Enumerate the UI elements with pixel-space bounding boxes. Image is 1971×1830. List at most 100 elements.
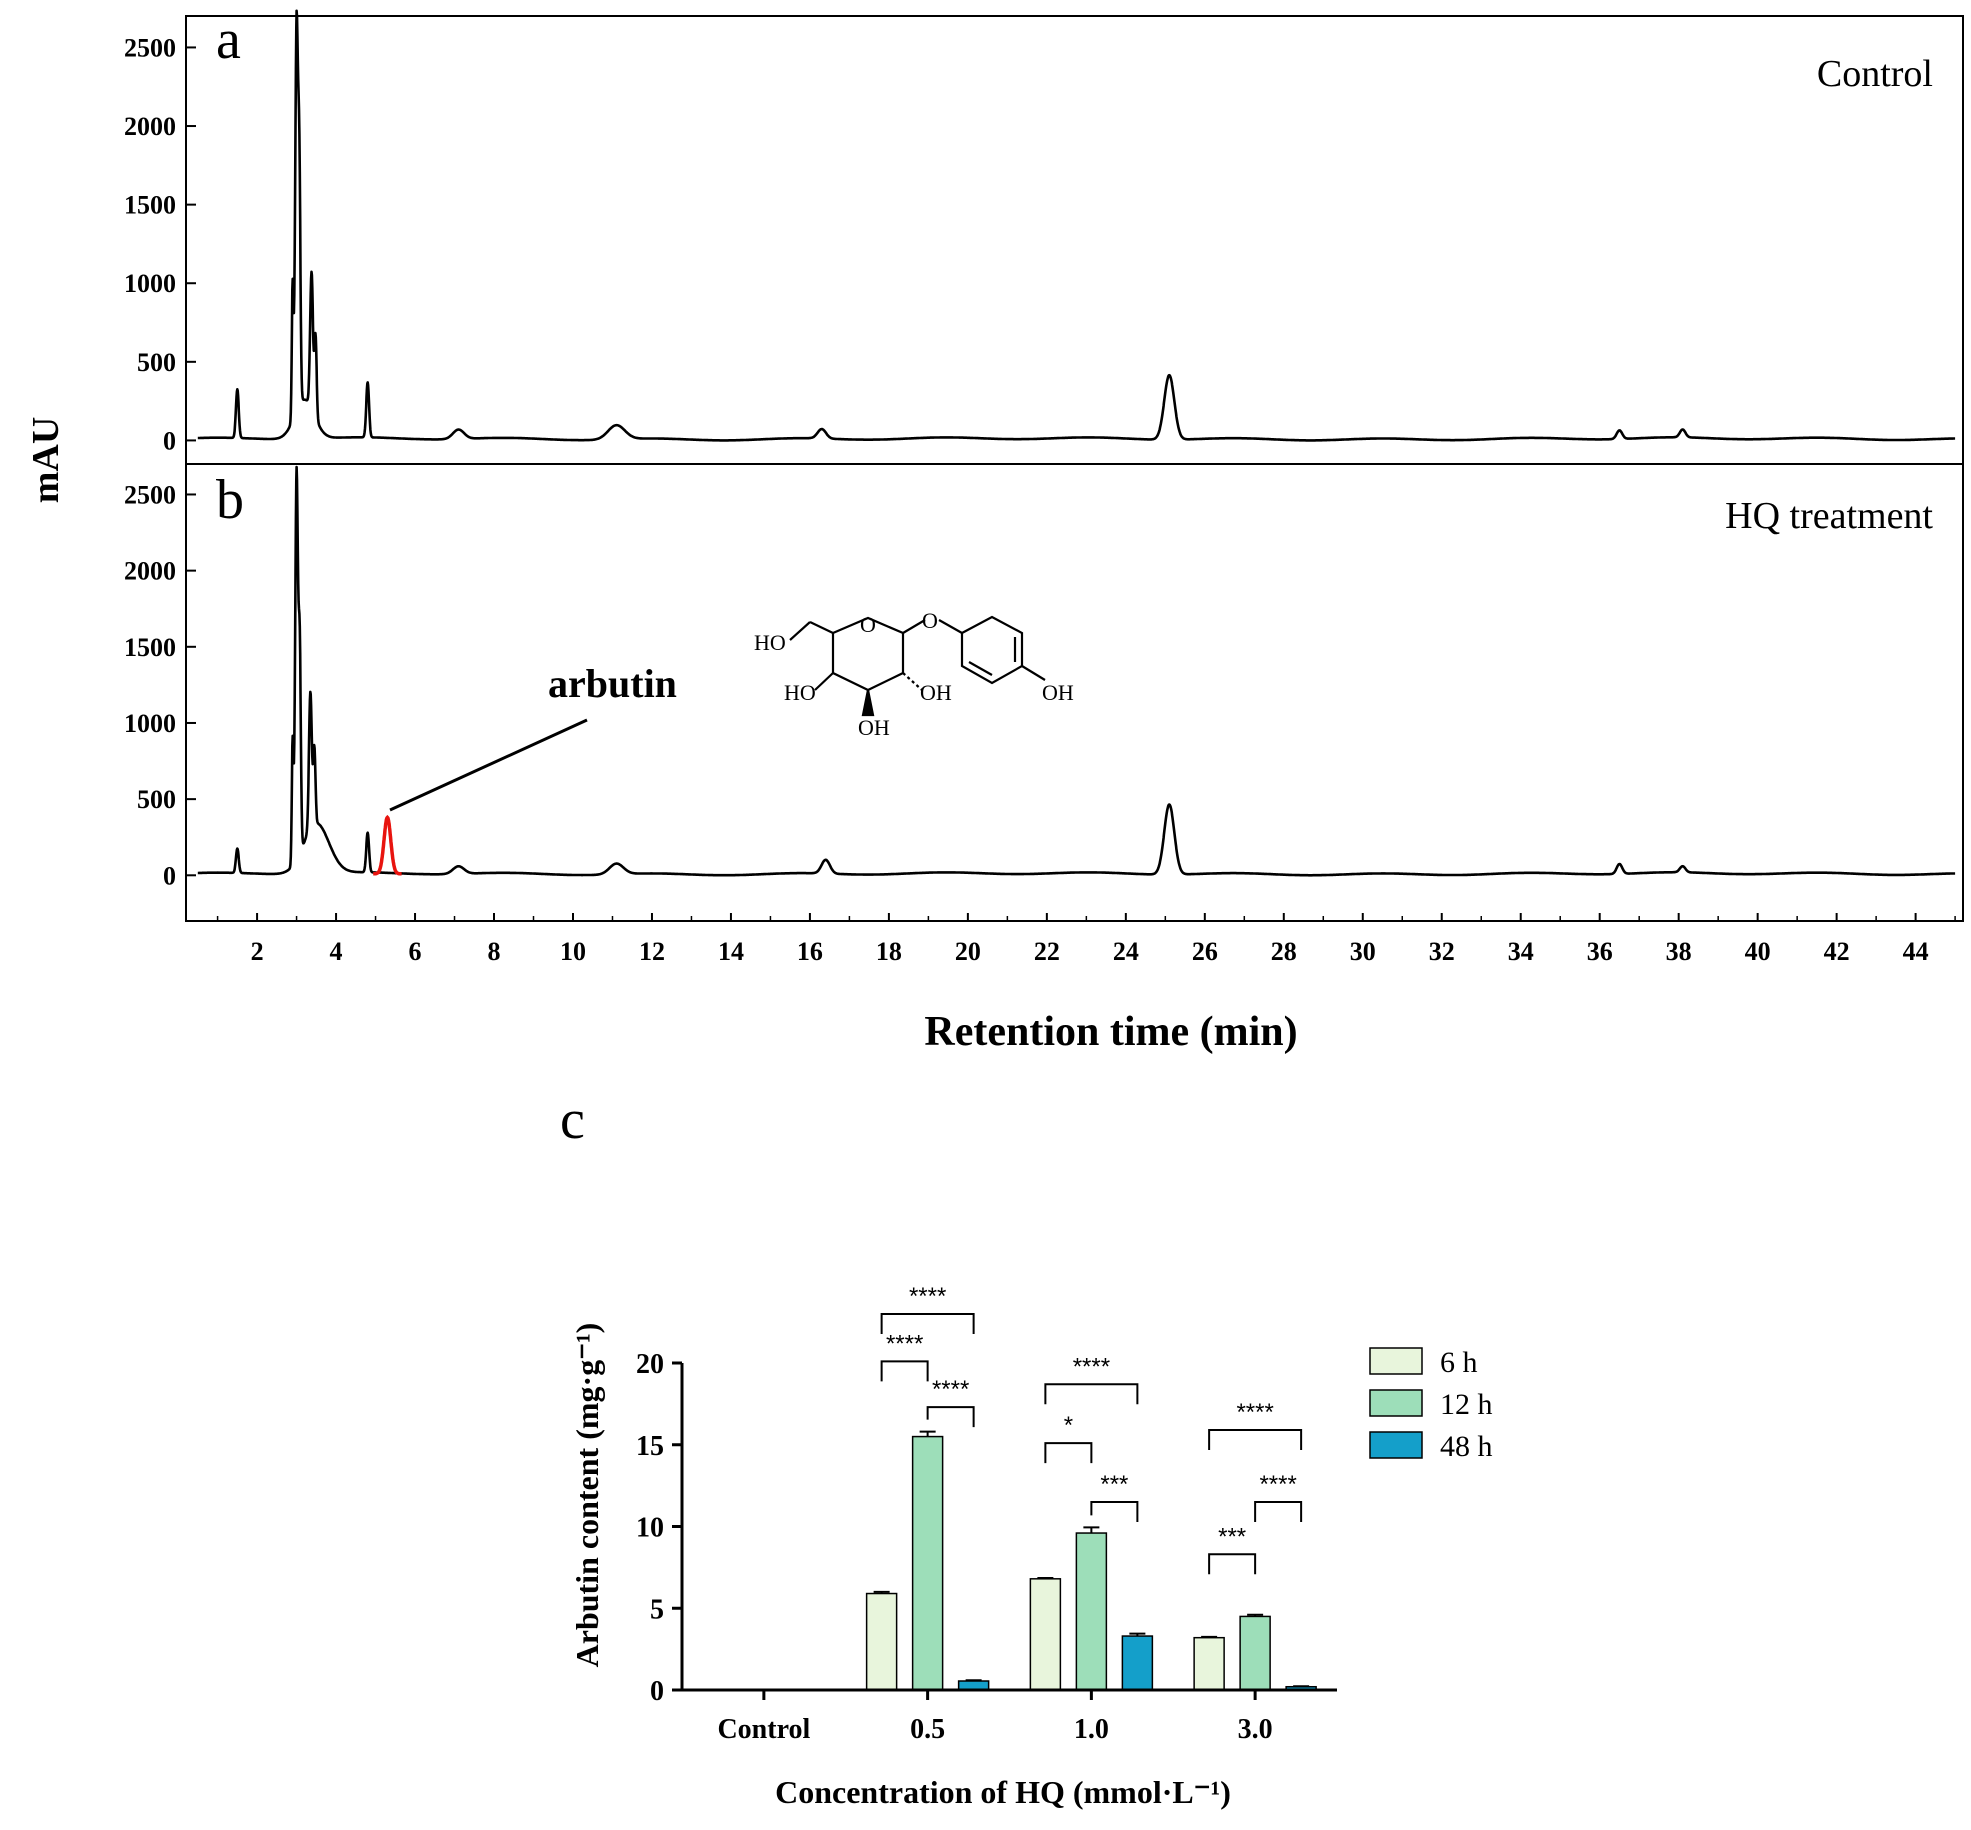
x-tick-label: 40 xyxy=(1745,937,1771,966)
x-tick-label: 10 xyxy=(560,937,586,966)
bar-y-tick-label: 10 xyxy=(636,1513,664,1544)
bar-x-tick-label: 1.0 xyxy=(1074,1714,1109,1745)
structure-label-o-ring: O xyxy=(860,612,876,637)
bar-x-tick-label: 0.5 xyxy=(910,1714,945,1745)
panel-b-y-tick-label: 2000 xyxy=(124,557,176,586)
significance-bracket xyxy=(1044,1442,1093,1464)
bar-6h-1.0 xyxy=(1029,1578,1062,1691)
bar-y-tick-label: 20 xyxy=(636,1349,664,1380)
panel-b-label: b xyxy=(216,469,244,531)
panel-a-y-tick-label: 1500 xyxy=(124,191,176,220)
significance-label: **** xyxy=(932,1376,969,1403)
structure-label-ho-2: HO xyxy=(784,680,816,705)
significance-label: **** xyxy=(909,1283,946,1310)
bar-12h-0.5 xyxy=(911,1435,944,1691)
x-tick-label: 2 xyxy=(251,937,264,966)
bar-6h-0.5 xyxy=(865,1592,898,1691)
glycosidic-bond xyxy=(902,619,926,634)
x-tick-label: 4 xyxy=(330,937,343,966)
panel-a-label: a xyxy=(216,9,241,71)
legend-label-48h: 48 h xyxy=(1440,1430,1493,1463)
panel-a-y-tick-label: 2000 xyxy=(124,112,176,141)
panel-c-label: c xyxy=(560,1089,585,1151)
bar-6h-3.0 xyxy=(1193,1636,1225,1691)
arbutin-peak xyxy=(373,814,402,876)
chromatogram-panels: a Control b HQ treatment mAU Retention t… xyxy=(25,9,1964,1055)
panel-a-trace-line xyxy=(196,9,1956,442)
x-tick-label: 28 xyxy=(1271,937,1297,966)
significance-bracket xyxy=(1044,1383,1139,1405)
panel-a-trace xyxy=(196,9,1956,442)
ch2-bond xyxy=(809,621,834,634)
panel-a-y-tick-label: 1000 xyxy=(124,269,176,298)
x-tick-label: 38 xyxy=(1666,937,1692,966)
significance-bracket xyxy=(926,1406,975,1428)
significance-label: *** xyxy=(1218,1523,1246,1550)
x-tick-label: 42 xyxy=(1824,937,1850,966)
significance-bracket xyxy=(1208,1429,1303,1451)
bar-y-tick-label: 15 xyxy=(636,1431,664,1462)
significance-label: **** xyxy=(1073,1353,1110,1380)
significance-bracket xyxy=(880,1360,929,1382)
significance-label: **** xyxy=(886,1330,923,1357)
phenol-oh-bond xyxy=(1021,665,1046,681)
phenol-ring xyxy=(960,615,1024,685)
bars xyxy=(865,1430,1317,1691)
x-tick-label: 30 xyxy=(1350,937,1376,966)
hq-treatment-label: HQ treatment xyxy=(1725,495,1933,537)
x-tick-label: 16 xyxy=(797,937,823,966)
bar-x-tick-label: Control xyxy=(717,1714,810,1745)
bar-y-tick-label: 0 xyxy=(650,1676,664,1707)
bar-y-tick-label: 5 xyxy=(650,1594,664,1625)
structure-label-oh-3: OH xyxy=(858,715,890,740)
bar-x-tick-label: 3.0 xyxy=(1238,1714,1273,1745)
c4-oh-bond xyxy=(814,672,834,691)
chromatogram-frame xyxy=(185,15,1964,922)
chromatogram-y-axis-label: mAU xyxy=(25,417,67,504)
legend-label-12h: 12 h xyxy=(1440,1388,1493,1421)
x-tick-label: 18 xyxy=(876,937,902,966)
panel-a-y-tick-label: 2500 xyxy=(124,33,176,62)
significance-label: * xyxy=(1064,1412,1073,1439)
legend-swatch-48h xyxy=(1369,1431,1423,1459)
ch2oh-bond xyxy=(789,621,811,641)
significance-label: *** xyxy=(1100,1471,1128,1498)
c2-hash-bond xyxy=(902,672,923,691)
legend-swatch-12h xyxy=(1369,1389,1423,1417)
x-tick-label: 32 xyxy=(1429,937,1455,966)
x-tick-label: 20 xyxy=(955,937,981,966)
structure-label-oh-2: OH xyxy=(1042,680,1074,705)
significance-label: **** xyxy=(1259,1471,1296,1498)
panel-b-y-tick-label: 2500 xyxy=(124,480,176,509)
phenol-double-bond-2 xyxy=(968,661,993,676)
chromatogram-x-ticks: 2 4 6 8 10 12 14 16 18 20 22 24 26 28 30 32 34 36 38 40 42 44 xyxy=(216,913,1956,966)
panel-b-y-tick-label: 0 xyxy=(163,861,176,890)
bar-y-ticks: 0 5 10 15 20 xyxy=(636,1349,682,1707)
aryl-bond xyxy=(938,619,963,634)
bar-x-ticks: Control 0.5 1.0 3.0 xyxy=(717,1690,1273,1745)
panel-b-trace xyxy=(196,465,1956,877)
significance-bracket xyxy=(880,1312,975,1334)
x-tick-label: 6 xyxy=(409,937,422,966)
bar-x-axis-label: Concentration of HQ (mmol·L⁻¹) xyxy=(775,1774,1231,1810)
bar-12h-1.0 xyxy=(1075,1532,1108,1691)
legend-swatch-6h xyxy=(1369,1347,1423,1375)
structure-label-o-link: O xyxy=(922,608,938,633)
bar-y-axis-label: Arbutin content (mg·g⁻¹) xyxy=(569,1323,605,1668)
x-tick-label: 34 xyxy=(1508,937,1534,966)
x-tick-label: 26 xyxy=(1192,937,1218,966)
bar-12h-3.0 xyxy=(1239,1615,1271,1691)
x-tick-label: 12 xyxy=(639,937,665,966)
legend-label-6h: 6 h xyxy=(1440,1346,1478,1379)
panel-a-y-tick-label: 500 xyxy=(137,348,176,377)
arbutin-annotation: arbutin xyxy=(548,661,677,706)
significance-bracket xyxy=(1208,1553,1257,1575)
panel-b-y-tick-label: 1000 xyxy=(124,709,176,738)
x-tick-label: 8 xyxy=(488,937,501,966)
significance-bracket xyxy=(1254,1500,1303,1522)
x-tick-label: 22 xyxy=(1034,937,1060,966)
arbutin-structure xyxy=(789,615,1046,717)
x-tick-label: 24 xyxy=(1113,937,1139,966)
